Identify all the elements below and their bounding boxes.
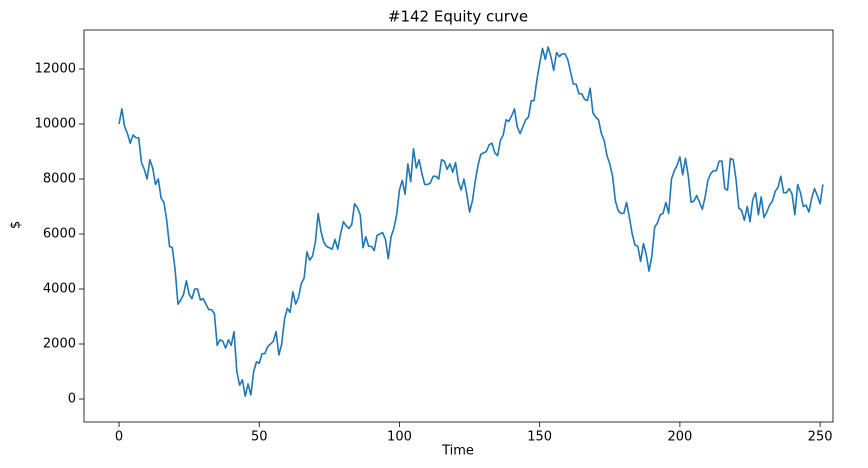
chart-title: #142 Equity curve [388, 8, 528, 26]
y-tick-label: 10000 [35, 116, 76, 131]
y-axis-label: $ [9, 221, 24, 229]
y-tick-label: 0 [68, 392, 76, 407]
y-tick-label: 8000 [43, 172, 76, 187]
equity-line [118, 46, 824, 398]
plot-frame [83, 29, 834, 423]
x-tick-label: 150 [527, 430, 552, 445]
y-tick-label: 6000 [43, 227, 76, 242]
x-tick-label: 50 [251, 430, 268, 445]
y-tick-label: 2000 [43, 337, 76, 352]
x-tick-label: 100 [387, 430, 412, 445]
y-tick-label: 4000 [43, 282, 76, 297]
y-tick-label: 12000 [35, 61, 76, 76]
x-tick-label: 200 [667, 430, 692, 445]
x-tick-label: 250 [808, 430, 833, 445]
x-tick-label: 0 [115, 430, 123, 445]
x-axis-label: Time [441, 444, 474, 459]
